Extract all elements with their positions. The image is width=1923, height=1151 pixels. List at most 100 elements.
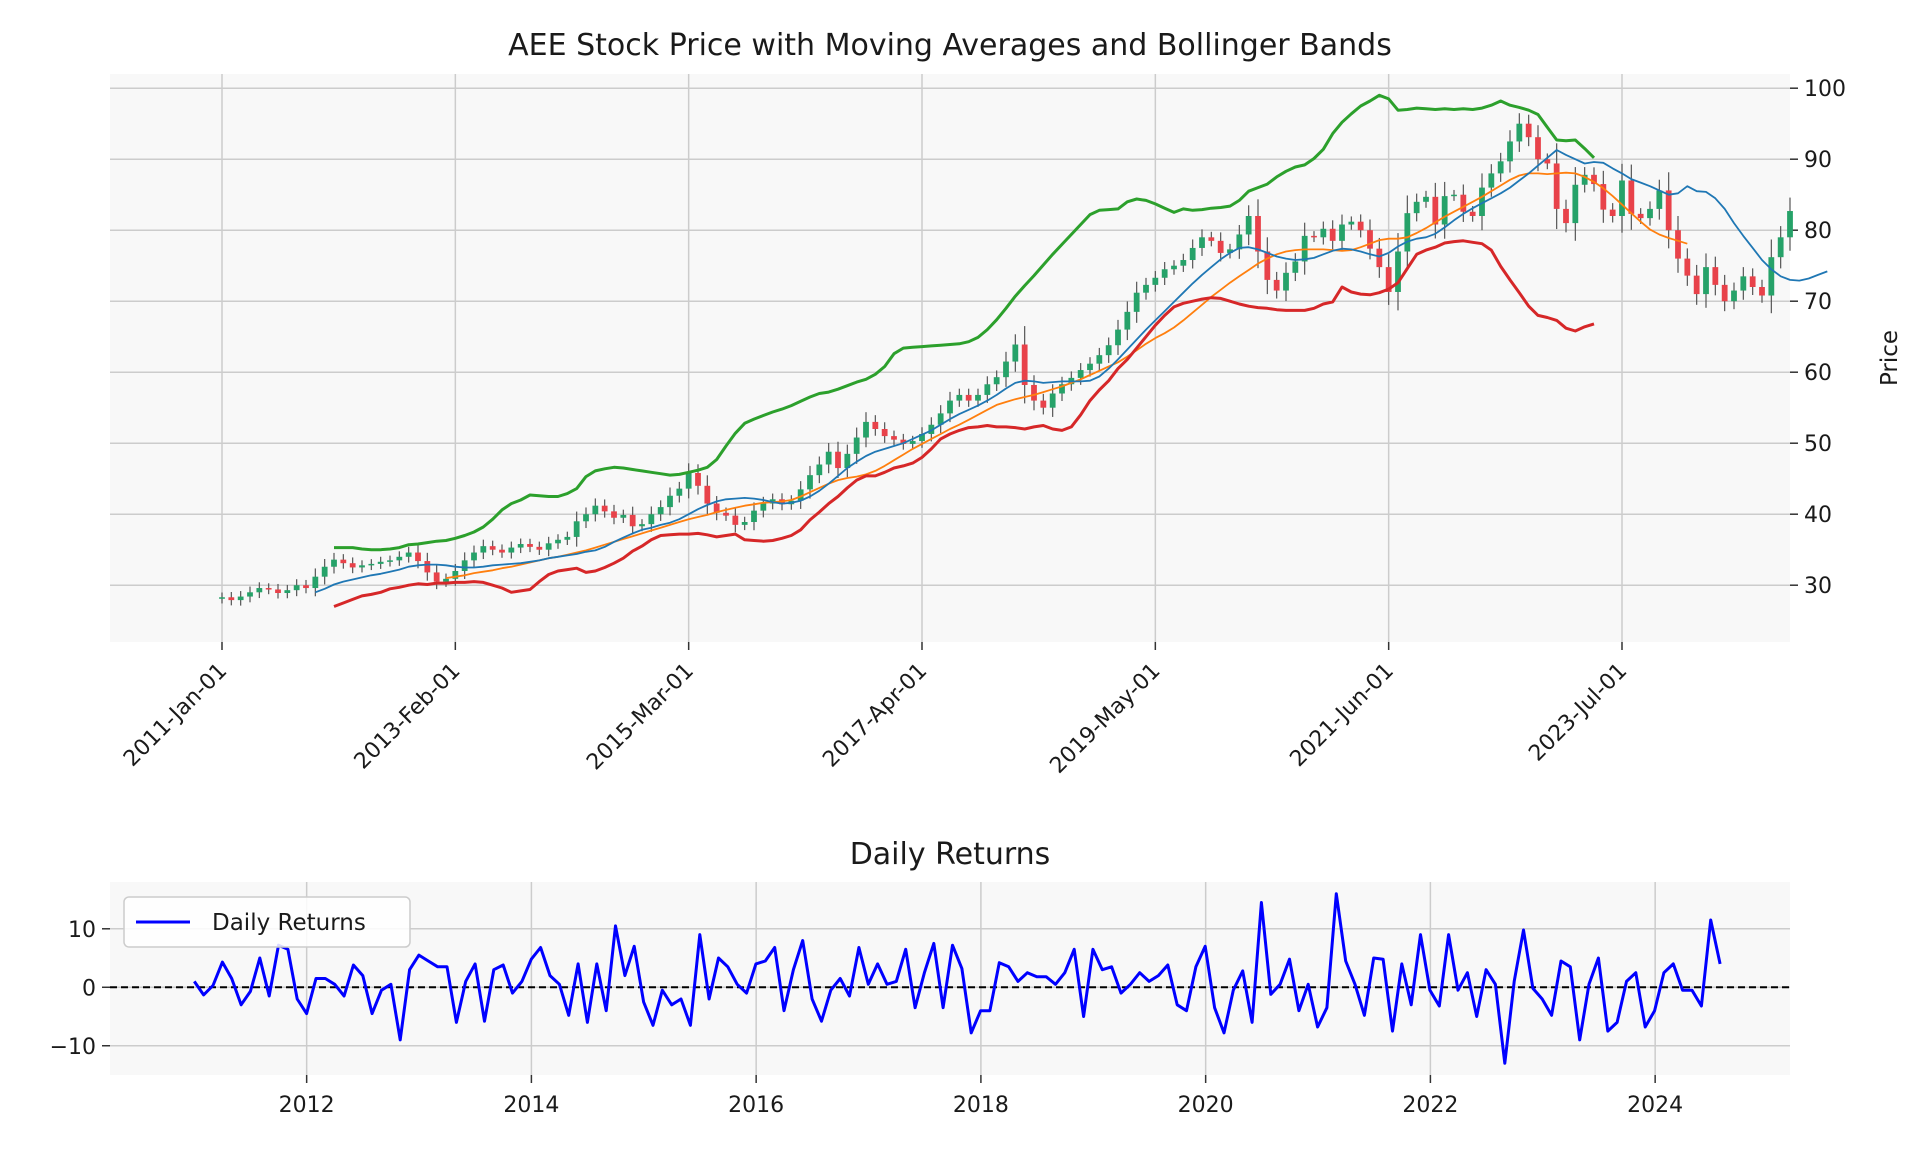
candle-body [1731,290,1737,302]
candle [657,500,664,521]
price-y-tick-label: 60 [1804,361,1832,386]
candle [1367,219,1373,260]
legend-box [123,896,411,948]
candle [1675,216,1681,273]
candle [984,376,991,403]
candle-body [349,563,356,568]
candle [1152,271,1159,292]
returns-x-tick-label: 2018 [953,1093,1009,1118]
candle [265,583,272,595]
returns-y-tick-label: −10 [50,1035,96,1060]
returns-x-tick-label: 2014 [503,1093,559,1118]
candle-body [1460,194,1467,212]
candle [620,509,627,524]
price-y-tick-label: 100 [1804,77,1846,102]
candle [508,541,515,559]
candle-body [667,495,673,508]
candle-body [1451,194,1457,197]
candle [1451,189,1457,201]
candle-body [657,507,664,515]
candle [1693,264,1700,305]
candle-body [452,571,459,579]
candle-body [545,543,552,550]
candle [1563,199,1569,233]
candle-body [1395,251,1401,292]
candle [1423,190,1429,208]
candle [1255,199,1261,269]
candle [1133,281,1140,323]
candle-body [1096,355,1103,364]
candle-body [713,503,720,513]
candle-body [1479,187,1485,216]
candle-body [1563,208,1569,224]
candle-body [461,560,468,571]
candle-body [564,536,571,540]
candle-body [1703,267,1709,295]
candle-body [1628,180,1635,214]
candle [816,456,823,484]
sma50-line [445,171,1688,579]
daily-returns-line [193,892,1722,1065]
candle [1115,319,1121,355]
candle [975,388,981,407]
candle [377,556,384,569]
bollinger-upper-line [334,93,1596,552]
candle-body [1647,208,1653,219]
candle [1731,282,1737,310]
candle [1609,203,1616,223]
candle-body [555,539,561,544]
returns-x-ticks: 2012 2014 2016 2018 2020 2022 2024 [279,1075,1683,1118]
candle-body [583,514,589,522]
returns-y-tick-label: 10 [68,918,96,943]
candle [349,557,356,574]
candle-body [1292,261,1299,273]
candle-body [508,547,515,553]
candle-body [415,552,421,562]
candle [872,415,879,436]
candle [564,531,571,546]
candle [237,591,244,606]
candle [1021,326,1028,404]
candle-body [1273,279,1280,291]
candle-body [741,522,748,525]
returns-x-tick-label: 2024 [1627,1093,1683,1118]
candlesticks [219,113,1793,606]
candle [713,496,720,521]
candle-body [1637,213,1644,219]
price-x-tick-label: 2015-Mar-01 [582,659,699,776]
candle [1497,152,1504,182]
candle-body [321,566,328,577]
candle-body [807,475,813,490]
candle-body [284,590,291,594]
candle-body [1777,237,1784,258]
candle [900,433,907,450]
candle [1357,214,1364,238]
candle-body [1264,251,1271,280]
price-y-tick-label: 30 [1804,574,1832,599]
candle-body [1161,269,1168,278]
candle [1684,248,1691,286]
price-x-tick-label: 2011-Jan-01 [119,659,232,772]
candle-body [228,597,235,601]
candle-body [1133,292,1140,312]
candle-body [797,489,804,501]
candle [1208,231,1215,247]
candle-body [489,546,496,550]
candle [545,536,552,557]
candle-body [1684,258,1691,276]
sma20-line [314,149,1828,594]
candle [1339,214,1345,251]
candle-body [1255,216,1261,252]
candle [489,540,496,556]
candle [1292,253,1299,282]
candle [1161,262,1168,286]
candle-body [1423,196,1429,202]
candle [1581,167,1588,193]
candle [303,579,309,594]
candle-body [676,488,683,496]
candle-body [1469,211,1476,216]
candle [1348,216,1355,230]
price-y-tick-label: 40 [1804,503,1832,528]
candle-body [1357,221,1364,231]
candle [1385,254,1392,305]
